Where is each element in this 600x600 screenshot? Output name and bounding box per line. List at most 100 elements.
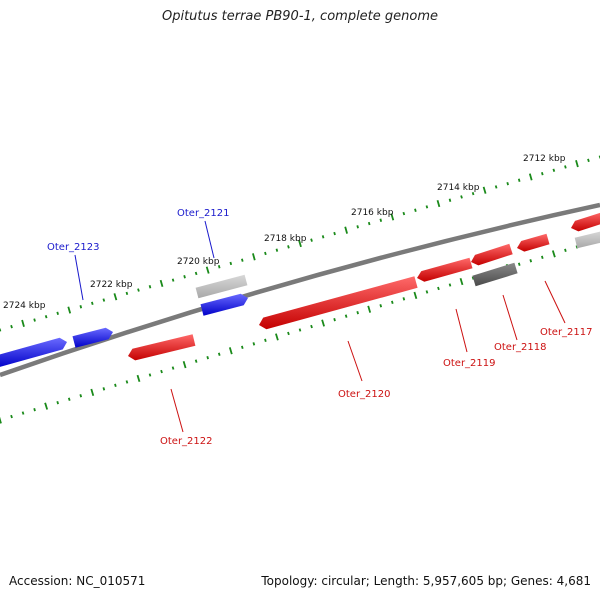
scale-tick-outer: [194, 271, 198, 276]
scale-tick-outer: [310, 238, 313, 242]
scale-tick-inner: [298, 328, 302, 332]
scale-tick-inner: [275, 333, 279, 341]
scale-tick-inner: [287, 331, 290, 336]
scale-tick-outer: [587, 158, 590, 163]
label-leader-line: [347, 340, 363, 382]
scale-tick-outer: [91, 301, 94, 306]
gene-label[interactable]: Oter_2119: [443, 358, 496, 369]
scale-tick-inner: [10, 414, 13, 419]
gene-feature-reverse-10[interactable]: [571, 212, 600, 232]
accession-text: Accession: NC_010571: [9, 574, 146, 588]
scale-tick-outer: [159, 279, 164, 288]
scale-tick-inner: [56, 401, 59, 405]
gene-feature-reverse-6[interactable]: [259, 276, 418, 330]
scale-tick-outer: [229, 261, 233, 266]
label-leader-line: [502, 294, 518, 341]
scale-tick-outer: [344, 226, 348, 234]
scale-tick-inner: [333, 317, 336, 322]
scale-tick-outer: [379, 218, 383, 222]
scale-tick-inner: [310, 324, 313, 329]
scale-tick-outer: [33, 318, 36, 322]
scale-tick-outer: [264, 251, 267, 256]
scale-tick-inner: [379, 304, 383, 308]
genome-backbone: [0, 202, 600, 378]
scale-tick-outer: [137, 288, 140, 292]
scale-tick-inner: [79, 394, 83, 398]
gene-feature-forward-4[interactable]: [574, 231, 600, 249]
scale-tick-outer: [414, 208, 417, 212]
scale-label: 2724 kbp: [3, 301, 46, 311]
scale-tick-outer: [517, 178, 521, 182]
gene-feature-reverse-5[interactable]: [128, 334, 196, 361]
scale-tick-outer: [528, 173, 533, 181]
scale-tick-inner: [367, 305, 372, 313]
scale-tick-outer: [356, 225, 359, 229]
gene-feature-reverse-8[interactable]: [471, 243, 513, 266]
scale-tick-inner: [551, 250, 556, 258]
scale-tick-inner: [356, 311, 359, 315]
gene-label[interactable]: Oter_2123: [47, 242, 100, 253]
scale-tick-outer: [321, 235, 325, 239]
scale-tick-outer: [275, 248, 279, 252]
gene-label[interactable]: Oter_2122: [160, 436, 213, 447]
scale-tick-outer: [494, 185, 498, 189]
gene-feature-forward-2[interactable]: [200, 293, 249, 316]
figure-title: Opitutus terrae PB90-1, complete genome: [161, 9, 439, 24]
scale-tick-inner: [471, 276, 475, 280]
scale-tick-outer: [56, 311, 59, 316]
scale-tick-outer: [333, 231, 336, 236]
scale-tick-outer: [402, 211, 406, 216]
scale-tick-inner: [114, 383, 117, 388]
scale-tick-inner: [90, 388, 95, 396]
scale-tick-outer: [241, 258, 244, 262]
gene-label[interactable]: Oter_2121: [177, 208, 230, 219]
scale-tick-inner: [171, 366, 175, 370]
scale-label: 2722 kbp: [90, 280, 133, 290]
scale-tick-inner: [148, 373, 152, 377]
gene-label[interactable]: Oter_2117: [540, 327, 593, 338]
scale-tick-inner: [321, 319, 325, 327]
scale-tick-inner: [160, 369, 163, 374]
scale-tick-inner: [264, 338, 267, 343]
scale-label: 2718 kbp: [264, 234, 307, 244]
scale-tick-outer: [217, 265, 221, 269]
scale-tick-outer: [575, 160, 579, 168]
scale-label: 2720 kbp: [177, 257, 220, 267]
scale-tick-outer: [552, 168, 556, 172]
gene-label[interactable]: Oter_2118: [494, 342, 547, 353]
scale-tick-inner: [564, 248, 567, 253]
scale-tick-outer: [448, 198, 452, 202]
scale-tick-inner: [413, 291, 418, 299]
gene-feature-forward-3[interactable]: [195, 274, 248, 299]
scale-tick-inner: [217, 352, 221, 356]
scale-tick-outer: [102, 298, 106, 302]
gene-labels: Oter_2121 Oter_2123 Oter_2117 Oter_2118 Oter…: [47, 208, 593, 447]
scale-tick-inner: [194, 359, 198, 363]
scale-tick-outer: [44, 315, 48, 319]
scale-tick-inner: [252, 342, 256, 346]
scale-tick-inner: [459, 277, 464, 286]
scale-tick-inner: [391, 300, 394, 304]
label-leader-line: [74, 254, 84, 301]
gene-feature-forward-0[interactable]: [0, 337, 67, 368]
scale-tick-inner: [136, 374, 141, 383]
gene-feature-reverse-9[interactable]: [517, 233, 550, 252]
scale-tick-outer: [298, 239, 302, 248]
scale-tick-outer: [21, 319, 25, 327]
scale-tick-inner: [529, 259, 533, 263]
scale-tick-inner: [228, 347, 233, 355]
gene-feature-forward-1[interactable]: [72, 327, 114, 348]
scale-tick-inner: [344, 314, 348, 318]
gene-feature-reverse-7[interactable]: [417, 257, 473, 282]
scale-tick-inner: [21, 411, 25, 415]
scale-tick-inner: [241, 345, 244, 349]
scale-tick-inner: [541, 255, 544, 259]
gene-feature-reverse-11[interactable]: [472, 262, 518, 287]
scale-tick-outer: [425, 205, 429, 209]
scale-tick-outer: [79, 305, 83, 309]
scale-tick-outer: [482, 186, 487, 194]
gene-label[interactable]: Oter_2120: [338, 389, 391, 400]
scale-tick-outer: [436, 199, 441, 208]
scale-tick-inner: [425, 290, 429, 294]
